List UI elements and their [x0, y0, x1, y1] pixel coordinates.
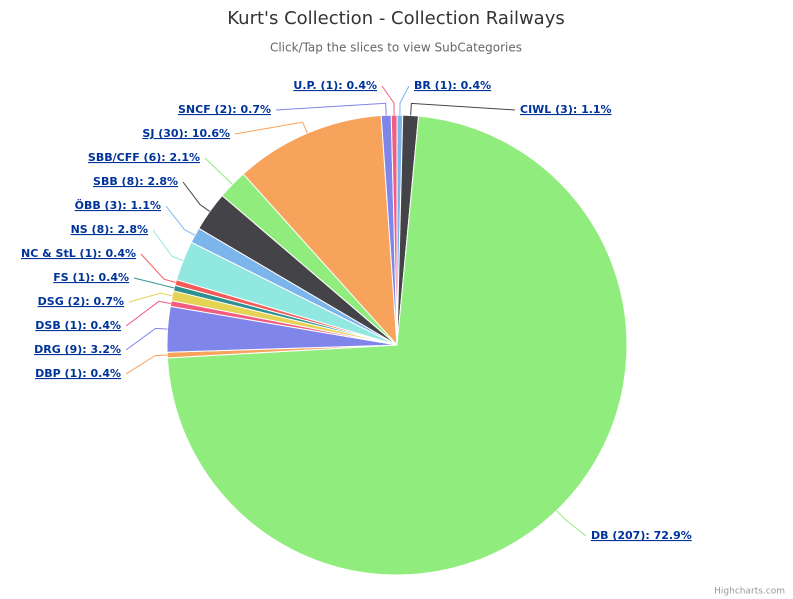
data-label[interactable]: DBP (1): 0.4%	[35, 367, 121, 380]
connector	[152, 229, 184, 262]
data-label[interactable]: SJ (30): 10.6%	[142, 127, 230, 140]
data-label[interactable]: DSG (2): 0.7%	[38, 295, 124, 308]
connector	[125, 354, 168, 375]
pie-slice[interactable]	[242, 115, 398, 347]
data-label[interactable]: ÖBB (3): 1.1%	[75, 198, 161, 212]
connector	[204, 157, 233, 185]
data-label[interactable]: NS (8): 2.8%	[71, 223, 148, 236]
data-label[interactable]: CIWL (3): 1.1%	[520, 103, 612, 116]
connector	[410, 102, 516, 116]
data-label[interactable]: U.P. (1): 0.4%	[293, 79, 377, 92]
connector	[125, 300, 171, 327]
data-label[interactable]: DRG (9): 3.2%	[34, 343, 121, 356]
chart-title: Kurt's Collection - Collection Railways	[227, 8, 564, 29]
data-label[interactable]: NC & StL (1): 0.4%	[21, 247, 136, 260]
chart-subtitle: Click/Tap the slices to view SubCategori…	[270, 41, 522, 55]
connector	[399, 85, 410, 116]
data-label[interactable]: BR (1): 0.4%	[414, 79, 491, 92]
credits: Highcharts.com	[714, 587, 785, 597]
data-label[interactable]: DSB (1): 0.4%	[35, 319, 121, 332]
data-label[interactable]: FS (1): 0.4%	[53, 271, 129, 284]
connector	[556, 510, 587, 537]
data-label[interactable]: DB (207): 72.9%	[591, 529, 692, 542]
connector	[165, 205, 196, 236]
data-label[interactable]: SBB/CFF (6): 2.1%	[88, 151, 200, 164]
connector	[182, 181, 211, 212]
connector	[140, 253, 176, 283]
connector	[133, 277, 175, 289]
connector	[275, 102, 387, 116]
connector	[128, 292, 173, 303]
connector	[381, 85, 395, 116]
connector	[125, 327, 168, 351]
data-label[interactable]: SBB (8): 2.8%	[93, 175, 178, 188]
data-label[interactable]: SNCF (2): 0.7%	[178, 103, 271, 116]
connector	[234, 121, 308, 135]
